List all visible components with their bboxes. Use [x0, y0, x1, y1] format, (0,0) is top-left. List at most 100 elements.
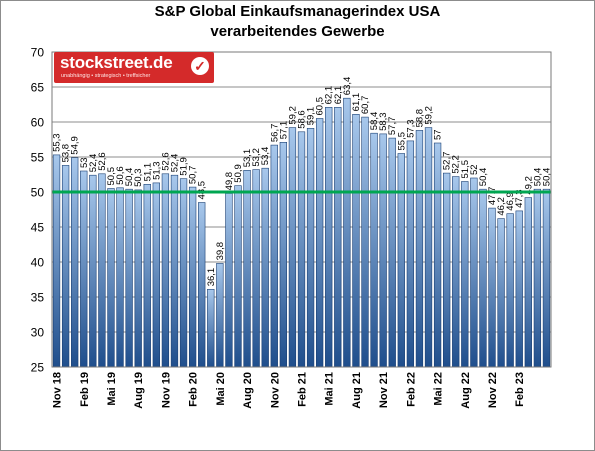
x-tick-label: Aug 19	[133, 372, 145, 409]
bar	[198, 202, 206, 368]
bar	[216, 263, 224, 368]
bar	[107, 188, 115, 368]
bar-value-label: 58,6	[297, 110, 308, 129]
bar-value-label: 62,1	[324, 86, 335, 105]
bar	[415, 130, 424, 368]
bar	[479, 188, 487, 368]
bar	[188, 186, 197, 368]
bar-value-label: 52,7	[442, 152, 453, 171]
bar	[80, 170, 88, 368]
bar-value-label: 60,5	[315, 97, 326, 116]
bar	[497, 218, 505, 368]
bar	[89, 174, 97, 368]
x-tick-label: Feb 21	[297, 372, 309, 407]
bar	[61, 165, 70, 368]
bar-value-label: 51,1	[142, 163, 153, 182]
chart-title: S&P Global Einkaufsmanagerindex USA vera…	[0, 2, 595, 42]
bar	[52, 154, 61, 368]
y-tick-label: 60	[31, 116, 45, 130]
x-tick-label: Aug 21	[351, 372, 363, 409]
bar-value-label: 53,4	[260, 147, 271, 166]
bar	[334, 107, 342, 368]
bar-value-label: 50,5	[106, 167, 117, 186]
x-tick-label: Nov 18	[52, 372, 64, 408]
x-tick-label: Feb 23	[514, 372, 526, 407]
bar-value-label: 52,4	[88, 154, 99, 173]
bar-value-label: 59,2	[424, 106, 435, 125]
bar	[179, 178, 188, 368]
bar-value-label: 50,6	[115, 166, 126, 185]
bar	[270, 144, 278, 368]
bar-value-label: 46,9	[505, 192, 516, 211]
bar	[161, 173, 170, 368]
bar-value-label: 57,7	[387, 117, 398, 136]
y-tick-label: 25	[31, 361, 45, 375]
bar	[170, 174, 179, 368]
bar	[542, 188, 551, 368]
x-tick-label: Nov 21	[378, 372, 390, 408]
bar	[252, 169, 260, 368]
y-tick-label: 70	[31, 46, 45, 60]
bar	[433, 142, 442, 368]
bar	[461, 181, 469, 368]
bar	[352, 114, 360, 368]
bar-value-label: 52,6	[160, 152, 171, 171]
bar-value-label: 55,3	[52, 133, 63, 152]
bar-value-label: 55,5	[396, 132, 407, 151]
bar-value-label: 62,1	[333, 86, 344, 105]
bar-value-label: 52	[469, 164, 480, 175]
x-tick-label: Mai 20	[215, 372, 227, 406]
bar	[524, 197, 532, 368]
bar-value-label: 54,9	[70, 136, 81, 155]
bar-value-label: 52,4	[169, 154, 180, 173]
bar	[343, 97, 351, 368]
x-tick-label: Aug 22	[460, 372, 472, 409]
bar	[152, 182, 160, 368]
logo-name: stockstreet.de	[60, 53, 173, 72]
checkmark-icon: ✓	[191, 57, 209, 75]
bar-value-label: 47,7	[487, 187, 498, 206]
y-tick-label: 65	[31, 81, 45, 95]
bar-value-label: 51,9	[179, 157, 190, 176]
bar-value-label: 58,8	[414, 109, 425, 128]
x-tick-label: Mai 22	[433, 372, 445, 406]
chart-title-line-2: verarbeitendes Gewerbe	[210, 23, 385, 40]
x-tick-label: Mai 19	[106, 372, 118, 406]
bar-value-label: 48,5	[197, 181, 208, 200]
bar-value-label: 47,3	[514, 189, 525, 208]
y-tick-label: 45	[31, 221, 45, 235]
bar-value-label: 57,1	[278, 121, 289, 140]
bar	[288, 127, 297, 368]
bar	[361, 116, 369, 368]
bar-value-label: 50,4	[532, 168, 543, 187]
bar-value-label: 52,2	[451, 155, 462, 174]
y-tick-label: 40	[31, 256, 45, 270]
bar-value-label: 46,2	[496, 197, 507, 215]
bar-value-label: 53,2	[251, 148, 262, 167]
bar-value-label: 61,1	[351, 93, 362, 112]
x-tick-label: Feb 22	[405, 372, 417, 407]
bar	[243, 170, 251, 368]
bar-value-label: 51,3	[151, 161, 162, 180]
x-tick-label: Aug 20	[242, 372, 254, 409]
x-tick-label: Nov 20	[269, 372, 281, 408]
bar-value-label: 60,7	[360, 96, 371, 115]
bar	[306, 128, 315, 368]
bar	[443, 172, 451, 368]
x-tick-label: Feb 19	[79, 372, 91, 407]
bar	[71, 157, 79, 368]
bar	[506, 213, 514, 368]
stockstreet-logo: stockstreet.de unabhängig • strategisch …	[54, 52, 214, 83]
x-tick-label: Nov 19	[160, 372, 172, 408]
bar	[325, 107, 333, 368]
bar-value-label: 53	[79, 157, 90, 168]
bar	[388, 137, 396, 368]
bar-value-label: 53,8	[61, 144, 72, 163]
x-tick-label: Mai 21	[324, 372, 336, 406]
bar-value-label: 58,4	[369, 112, 380, 131]
bar-value-label: 51,5	[460, 160, 471, 179]
bar-value-label: 52,6	[97, 152, 108, 171]
bar	[134, 189, 142, 368]
bar	[470, 177, 478, 368]
